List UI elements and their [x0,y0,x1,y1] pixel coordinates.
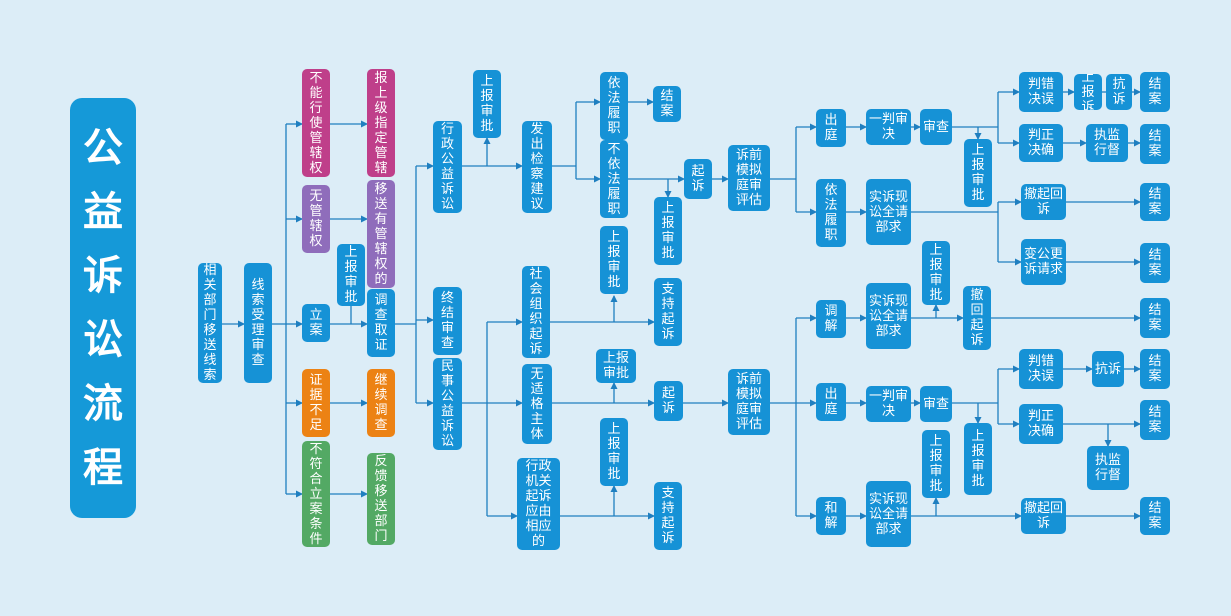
node-support-1: 支持起诉 [654,278,682,346]
node-source: 相关部门移送线索 [198,263,222,383]
node-no-subject: 无适格主体 [522,364,552,444]
node-feedback: 反馈移送部门 [367,453,395,545]
flowchart-title: 公益诉讼流程 [70,98,136,518]
node-lawful-2: 依法履职 [816,179,846,247]
node-court-2: 出庭 [816,383,846,421]
node-withdraw-1: 撤起回诉 [1021,184,1066,220]
node-withdraw-2: 撤回起诉 [963,286,991,350]
node-realize-1: 实诉现讼全请部求 [866,179,911,245]
node-appeal-approval: 上报诉 [1074,74,1102,110]
node-close-3: 结案 [1140,124,1170,164]
node-social-org: 社会组织起诉 [522,266,550,358]
node-approval-e: 上报审批 [596,349,636,383]
node-pretrial-1: 诉前模拟庭审评估 [728,145,770,211]
node-approval-h: 上报审批 [922,241,950,305]
node-realize-3: 实诉现讼全请部求 [866,481,911,547]
node-settle: 和解 [816,497,846,535]
node-close-4: 结案 [1140,183,1170,221]
node-review-2: 审查 [920,386,952,422]
node-continue: 继续调查 [367,369,395,437]
node-close-5: 结案 [1140,243,1170,283]
node-close-1: 结案 [653,86,681,122]
node-approval-b: 上报审批 [473,70,501,138]
node-close-7: 结案 [1140,349,1170,389]
node-file-case: 立案 [302,304,330,342]
node-insufficient: 证据不足 [302,369,330,437]
node-no-power: 不能行使管辖权 [302,69,330,177]
node-close-9: 结案 [1140,497,1170,535]
node-protest-1: 抗诉 [1106,74,1132,110]
node-no-jurisdiction: 无管辖权 [302,185,330,253]
node-report-designate: 报上级指定管辖 [367,69,395,177]
node-sue-1: 起诉 [684,159,712,199]
node-wrong-2: 判错决误 [1019,349,1063,389]
node-correct-2: 判正决确 [1019,404,1063,444]
node-end-review: 终结审查 [433,287,462,355]
node-mediate: 调解 [816,300,846,338]
node-protest-2: 抗诉 [1092,351,1124,387]
node-supervise-2: 执监行督 [1087,446,1129,490]
node-approval-a: 上报审批 [337,244,365,306]
node-pretrial-2: 诉前模拟庭审评估 [728,369,770,435]
node-realize-2: 实诉现讼全请部求 [866,283,911,349]
node-recommend: 发出检察建议 [522,121,552,213]
node-approval-g: 上报审批 [964,139,992,207]
node-close-2: 结案 [1140,72,1170,112]
node-civil-suit: 民事公益诉讼 [433,358,462,450]
node-investigate: 调查取证 [367,289,395,357]
node-change-claim: 变公更诉请求 [1021,239,1066,285]
node-admin-organ: 行政机关起诉应由相应的 [517,458,560,550]
node-approval-f: 上报审批 [600,418,628,486]
node-unlawful: 不依法履职 [600,140,628,218]
node-approval-d: 上报审批 [600,226,628,294]
node-approval-i: 上报审批 [922,430,950,498]
node-not-meet: 不符合立案条件 [302,441,330,547]
node-sue-2: 起诉 [654,381,683,421]
node-correct-1: 判正决确 [1019,124,1063,162]
node-court-1: 出庭 [816,109,846,147]
node-approval-c: 上报审批 [654,197,682,265]
node-approval-j: 上报审批 [964,423,992,495]
node-withdraw-3: 撤起回诉 [1021,498,1066,534]
node-first-judg-2: 一判审决 [866,386,911,422]
node-review-1: 审查 [920,109,952,145]
node-admin-suit: 行政公益诉讼 [433,121,462,213]
node-wrong-1: 判错决误 [1019,72,1063,112]
node-first-judg-1: 一判审决 [866,109,911,145]
node-lawful: 依法履职 [600,72,628,140]
node-support-2: 支持起诉 [654,482,682,550]
node-supervise-1: 执监行督 [1086,124,1128,162]
node-transfer: 移送有管辖权的 [367,180,395,288]
node-close-6: 结案 [1140,298,1170,338]
node-close-8: 结案 [1140,400,1170,440]
node-review: 线索受理审查 [244,263,272,383]
